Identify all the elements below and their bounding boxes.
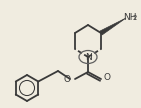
Text: 2: 2 [133,16,137,21]
Text: O: O [104,74,111,83]
Text: O: O [63,75,70,84]
Polygon shape [100,18,126,35]
Text: NH: NH [123,13,136,21]
Text: N: N [85,52,91,61]
